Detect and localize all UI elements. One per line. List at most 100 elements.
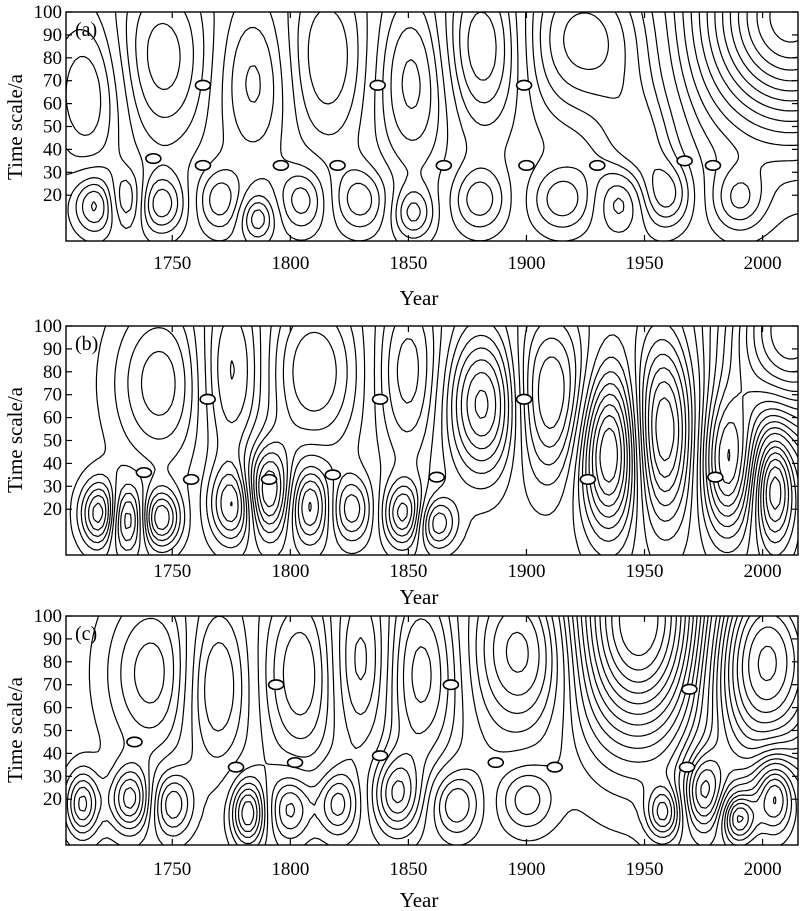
period-marker-8 [678, 761, 696, 773]
period-marker-0 [135, 466, 153, 479]
positive-contour-24 [769, 12, 798, 43]
y-tick-label-1: 30 [43, 766, 62, 787]
period-marker-4 [329, 159, 346, 172]
period-marker-0 [126, 736, 143, 748]
negative-contour-13 [655, 397, 675, 462]
negative-contour-3 [157, 616, 798, 840]
period-markers [126, 679, 698, 773]
positive-contour-4 [80, 326, 798, 547]
period-marker-2 [199, 393, 216, 405]
y-tick-label-3: 50 [43, 117, 62, 138]
positive-contour-20 [604, 616, 672, 683]
y-tick-label-0: 20 [43, 789, 62, 810]
negative-contour-5 [66, 12, 683, 231]
y-tick-label-2: 40 [43, 139, 62, 160]
period-marker-6 [435, 159, 453, 172]
x-tick-label-5: 2000 [744, 253, 782, 274]
negative-contour-5 [160, 616, 798, 830]
x-tick-label-3: 1900 [507, 253, 545, 274]
y-tick-label-5: 70 [43, 385, 62, 406]
x-tick-label-4: 1950 [626, 561, 664, 582]
x-tick-label-5: 2000 [744, 859, 782, 880]
positive-contour-10 [706, 12, 798, 122]
x-tick-label-3: 1900 [507, 859, 545, 880]
negative-contour-1 [153, 616, 798, 845]
period-marker-1 [145, 152, 162, 165]
x-tick-label-1: 1800 [271, 561, 309, 582]
y-axis-title: Time scale/a [3, 73, 27, 180]
period-markers [145, 79, 722, 172]
y-tick-label-2: 40 [43, 453, 62, 474]
positive-contour-4 [66, 616, 788, 845]
x-tick-label-2: 1850 [389, 253, 427, 274]
y-tick-label-4: 60 [43, 698, 62, 719]
positive-contour-6 [84, 326, 798, 542]
x-tick-label-4: 1950 [626, 859, 664, 880]
period-marker-2 [267, 679, 285, 691]
positive-contour-22 [756, 12, 798, 59]
positive-contour-0 [69, 326, 798, 555]
y-tick-label-6: 80 [43, 48, 62, 69]
positive-contour-12 [474, 326, 798, 497]
positive-contour-12 [585, 616, 690, 726]
x-tick-label-0: 1750 [153, 859, 191, 880]
negative-contour-7 [401, 12, 677, 222]
positive-contour-8 [88, 326, 798, 536]
positive-contour-22 [611, 616, 666, 671]
positive-contour-20 [746, 12, 798, 71]
period-markers [135, 393, 724, 486]
period-marker-9 [681, 683, 698, 695]
period-marker-8 [518, 159, 535, 172]
y-tick-label-6: 80 [43, 362, 62, 383]
period-marker-11 [704, 159, 722, 172]
period-marker-7 [515, 393, 533, 405]
panel-label: (a) [75, 19, 97, 41]
negative-contour-1 [114, 326, 798, 555]
x-tick-label-2: 1850 [389, 859, 427, 880]
negative-contour-21 [757, 645, 777, 682]
contour-lines [69, 326, 798, 555]
y-tick-label-0: 20 [43, 499, 62, 520]
panel-a: 1750 1800 1850 1900 1950 2000 2030405060708090… [3, 2, 799, 310]
period-marker-10 [676, 155, 693, 167]
x-tick-label-1: 1800 [271, 253, 309, 274]
positive-contour-12 [714, 12, 798, 112]
period-marker-6 [487, 756, 505, 769]
x-axis: 1750 1800 1850 1900 1950 2000 [153, 326, 782, 582]
positive-contour-20 [770, 326, 798, 360]
positive-contour-14 [722, 12, 798, 102]
positive-contour-14 [589, 616, 686, 715]
positive-contour-18 [761, 326, 798, 373]
period-marker-3 [272, 159, 290, 172]
period-marker-0 [194, 79, 212, 91]
period-marker-2 [194, 159, 212, 172]
period-marker-7 [546, 761, 564, 773]
period-marker-5 [369, 79, 386, 91]
period-marker-3 [260, 473, 278, 486]
y-tick-label-2: 40 [43, 743, 62, 764]
y-axis-title: Time scale/a [3, 676, 27, 783]
positive-contour-16 [729, 12, 798, 92]
y-tick-label-1: 30 [43, 476, 62, 497]
y-tick-label-7: 90 [43, 339, 62, 360]
period-marker-1 [227, 761, 245, 773]
contour-lines [66, 616, 798, 845]
negative-contour-9 [220, 356, 786, 531]
x-axis: 1750 1800 1850 1900 1950 2000 [153, 616, 782, 880]
period-marker-5 [371, 393, 389, 405]
positive-contour-2 [76, 326, 798, 555]
x-tick-label-0: 1750 [153, 561, 191, 582]
negative-contour-9 [505, 616, 798, 809]
x-tick-label-4: 1950 [626, 253, 664, 274]
period-marker-9 [707, 471, 724, 483]
positive-contour-18 [599, 616, 677, 694]
positive-contour-6 [70, 616, 784, 838]
positive-contour-10 [78, 616, 744, 826]
x-axis-title: Year [400, 888, 439, 911]
x-axis-title: Year [400, 286, 439, 310]
period-marker-3 [286, 756, 304, 769]
y-tick-label-6: 80 [43, 652, 62, 673]
y-tick-label-3: 50 [43, 431, 62, 452]
negative-contour-7 [165, 616, 798, 819]
